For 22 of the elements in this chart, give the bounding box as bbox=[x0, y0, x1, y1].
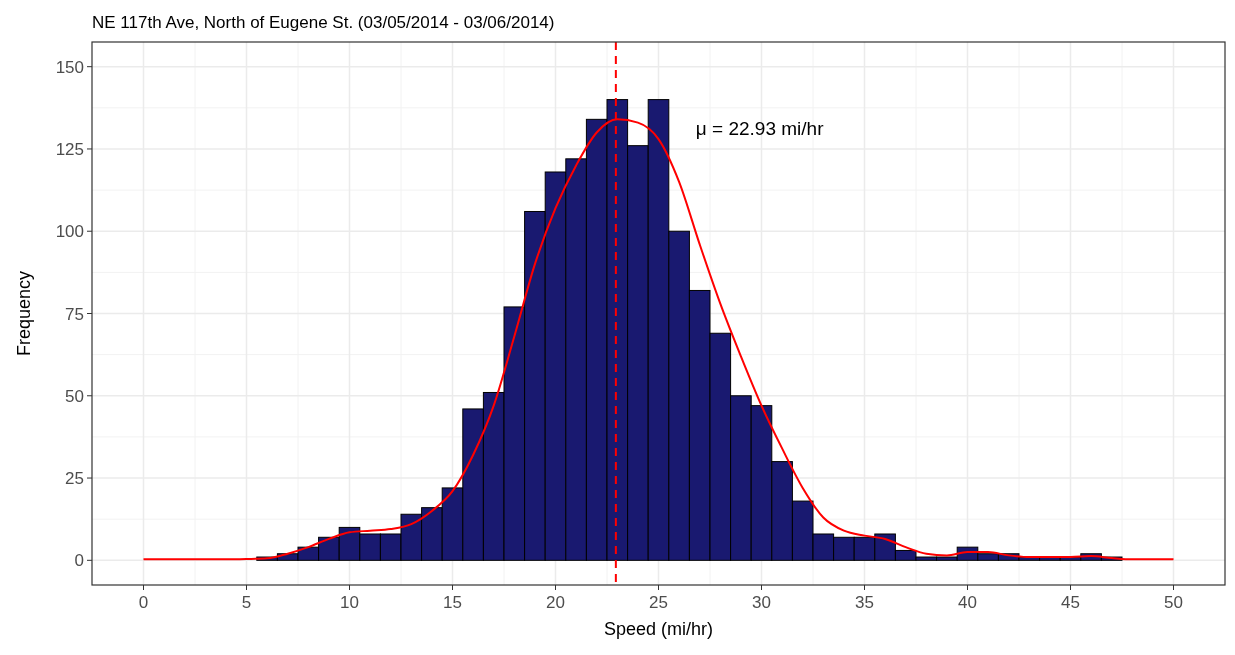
x-tick-label: 50 bbox=[1164, 593, 1183, 612]
x-tick-label: 35 bbox=[855, 593, 874, 612]
y-tick-label: 25 bbox=[65, 469, 84, 489]
y-axis-title: Frequency bbox=[14, 270, 34, 357]
y-tick-label: 50 bbox=[65, 386, 84, 406]
chart-title: NE 117th Ave, North of Eugene St. (03/05/2014 - 03/06/2014) bbox=[92, 13, 555, 32]
y-tick-label: 150 bbox=[55, 57, 84, 77]
x-axis-title: Speed (mi/hr) bbox=[603, 619, 714, 639]
x-tick-label: 0 bbox=[138, 593, 149, 612]
x-tick-label: 20 bbox=[546, 593, 565, 612]
x-tick-label: 25 bbox=[649, 593, 668, 612]
y-tick-label: 0 bbox=[74, 551, 84, 571]
y-tick-label: 75 bbox=[65, 304, 84, 324]
x-tick-label: 10 bbox=[340, 593, 359, 612]
annotation: μ = 22.93 mi/hr bbox=[695, 118, 825, 139]
x-tick-label: 15 bbox=[443, 593, 462, 612]
x-tick-label: 5 bbox=[241, 593, 252, 612]
y-tick-label: 100 bbox=[55, 222, 84, 242]
y-tick-label: 125 bbox=[55, 139, 84, 159]
x-tick-label: 30 bbox=[752, 593, 771, 612]
x-tick-label: 45 bbox=[1061, 593, 1080, 612]
x-tick-label: 40 bbox=[958, 593, 977, 612]
